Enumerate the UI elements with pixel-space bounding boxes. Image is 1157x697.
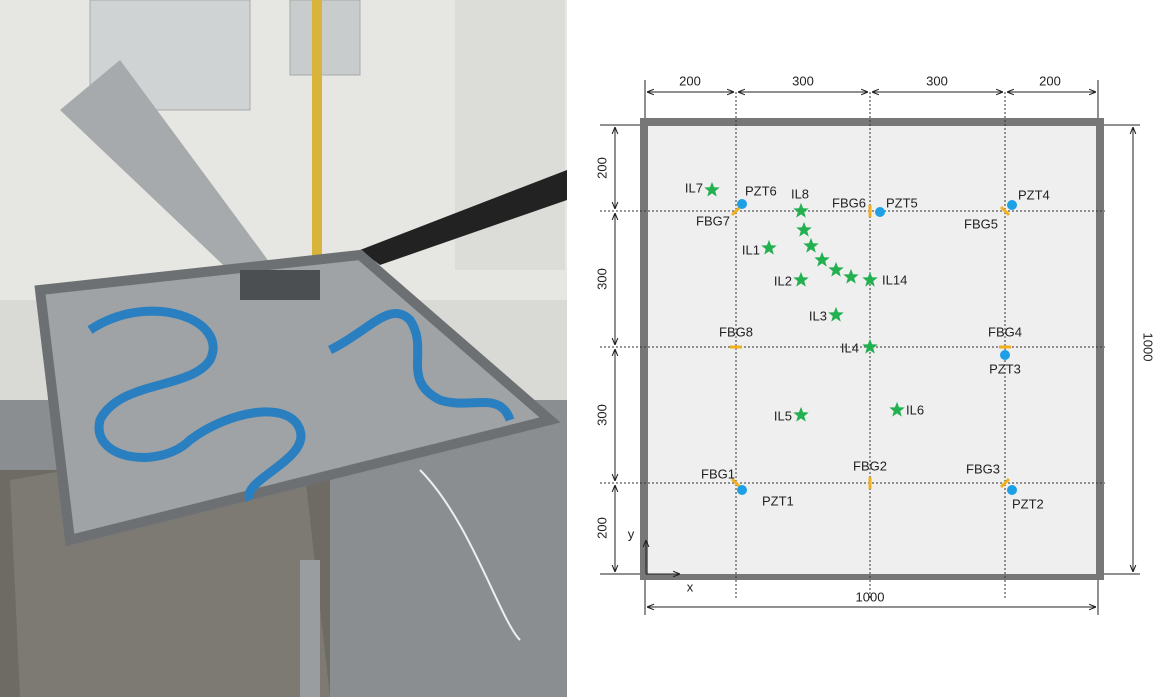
fbg-label: FBG4	[988, 324, 1022, 339]
impact-label: IL14	[882, 272, 907, 287]
diagram: 200 300 300 200 200 300 300 200 1000 100…	[594, 73, 1155, 615]
impact-label: IL4	[841, 340, 859, 355]
pzt-label: PZT4	[1018, 187, 1050, 202]
pzt-label: PZT5	[886, 195, 918, 210]
impact-label: IL8	[791, 186, 809, 201]
pzt-label: PZT2	[1012, 496, 1044, 511]
pzt-label: PZT3	[989, 361, 1021, 376]
fbg-label: FBG5	[964, 216, 998, 231]
dim-label: 300	[594, 268, 609, 290]
pzt-label: PZT6	[745, 183, 777, 198]
axis-label: x	[687, 579, 694, 594]
dim-label: 300	[926, 73, 948, 88]
dim-label: 200	[594, 517, 609, 539]
fbg-label: FBG3	[966, 461, 1000, 476]
dim-label: 200	[1039, 73, 1061, 88]
pzt-label: PZT1	[762, 493, 794, 508]
figure: 200 300 300 200 200 300 300 200 1000 100…	[0, 0, 1157, 697]
dim-label: 300	[792, 73, 814, 88]
dim-label: 1000	[1141, 333, 1156, 362]
impact-label: IL3	[809, 308, 827, 323]
fbg-label: FBG1	[701, 466, 735, 481]
impact-label: IL5	[774, 408, 792, 423]
impact-label: IL1	[742, 242, 760, 257]
axis-label: y	[628, 526, 635, 541]
photo	[0, 0, 567, 697]
fbg-label: FBG7	[696, 213, 730, 228]
dim-label: 300	[594, 404, 609, 426]
fbg-label: FBG2	[853, 458, 887, 473]
impact-label: IL7	[685, 180, 703, 195]
dim-label: 1000	[856, 589, 885, 604]
fbg-label: FBG8	[719, 324, 753, 339]
dim-label: 200	[594, 157, 609, 179]
fbg-label: FBG6	[832, 195, 866, 210]
impact-label: IL2	[774, 273, 792, 288]
impact-label: IL6	[906, 402, 924, 417]
dim-label: 200	[679, 73, 701, 88]
